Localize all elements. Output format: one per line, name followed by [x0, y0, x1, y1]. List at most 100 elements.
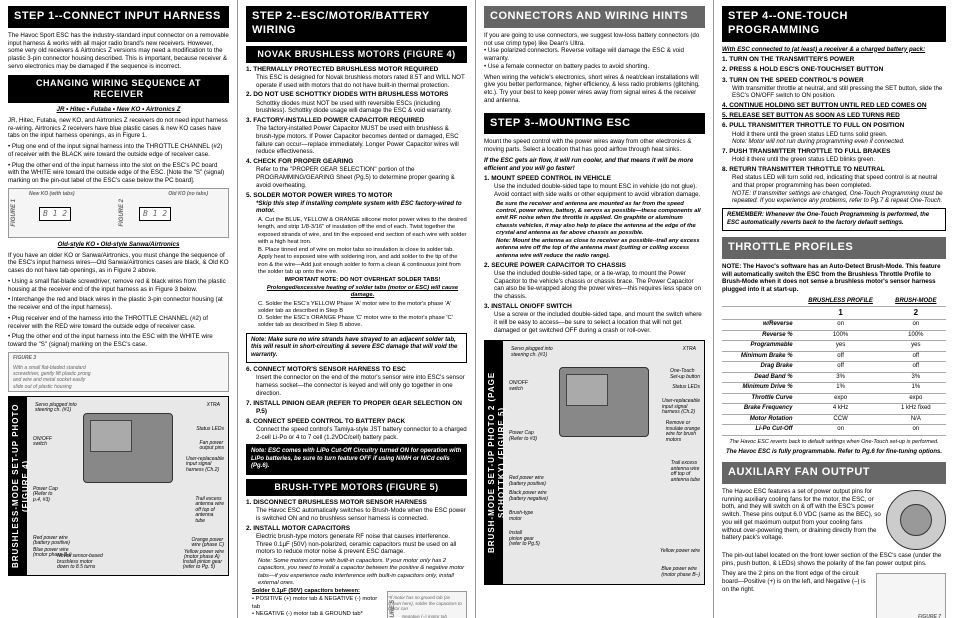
wire-stray-note: Note: Make sure no wire strands have str… — [246, 333, 467, 364]
brands-line: JR • Hitec • Futaba • New KO • Airtronic… — [8, 106, 229, 114]
callout2-cap: Power Cap(Refer to #3) — [509, 431, 537, 442]
changing-wiring-header: CHANGING WIRING SEQUENCE AT RECEIVER — [8, 75, 229, 104]
esc-illustration — [83, 413, 173, 483]
s31-title: 1. MOUNT SPEED CONTROL IN VEHICLE — [484, 175, 611, 182]
old-style-header: Old-style KO • Old-style Sanwa/Airtronic… — [8, 241, 229, 249]
profile-row-v1: 100% — [796, 330, 886, 341]
column-2: STEP 2--ESC/MOTOR/BATTERY WIRING NOVAK B… — [238, 0, 476, 618]
profile-row-label: Reverse % — [722, 330, 796, 341]
profile-row-label: Motor Rotation — [722, 414, 796, 425]
n2-title: 2. DO NOT USE SCHOTTKY DIODES WITH BRUSH… — [246, 91, 448, 98]
callout2-motor: Brush-typemotor — [509, 511, 533, 522]
profile-row: Throttle Curveexpoexpo — [722, 393, 946, 404]
profile-row-v1: on — [796, 320, 886, 331]
n2-text: Schottky diodes must NOT be used with re… — [256, 100, 452, 115]
profile-row-v2: on — [886, 425, 946, 436]
n3-text: The factory-installed Power Capacitor MU… — [256, 125, 459, 155]
p6note: Note: Motor will not run during programm… — [732, 138, 905, 145]
profile-row: Minimum Drive %1%1% — [722, 383, 946, 394]
profile-row-v1: 3% — [796, 372, 886, 383]
figure-5-cap-diagram: FIGURE 5 *If motor has no ground tab (as… — [387, 591, 467, 618]
p2: 2. PRESS & HOLD ESC'S ONE-TOUCH/SET BUTT… — [722, 66, 883, 73]
profile-row-v2: 100% — [886, 330, 946, 341]
step4-header: STEP 4--ONE-TOUCH PROGRAMMING — [722, 6, 946, 42]
step1-header: STEP 1--CONNECT INPUT HARNESS — [8, 6, 229, 28]
fig3-text: With a small flat-bladed standard screwd… — [13, 365, 93, 390]
p6t: Hold it there until the green status LED… — [732, 131, 887, 138]
p7: 7. PUSH TRANSMITTER THROTTLE TO FULL BRA… — [722, 148, 890, 155]
prof-foot: The Havoc ESC reverts back to default se… — [722, 439, 946, 446]
cap-d1: Negative (−) motor tab — [402, 614, 447, 618]
old-ko-label: Old KO (no tabs) — [168, 191, 208, 197]
b1-text: The Havoc ESC automatically switches to … — [256, 507, 466, 522]
p3: 3. TURN ON THE SPEED CONTROL'S POWER — [722, 77, 864, 84]
profiles-header: THROTTLE PROFILES — [722, 237, 946, 259]
brands-note: JR, Hitec, Futaba, new KO, and Airtronic… — [8, 117, 229, 140]
old-step-2: • Interchange the red and black wires in… — [8, 296, 229, 312]
profile-row-v1: off — [796, 362, 886, 373]
p8t: Red status LED will turn solid red, indi… — [732, 174, 937, 189]
callout2-pinion: Installpinion gear(refer to Pg.5) — [509, 531, 540, 548]
plug-note-2: • Plug the other end of the input harnes… — [8, 162, 229, 185]
profile-row-v2: 1% — [886, 383, 946, 394]
step3-intro: Mount the speed control with the power w… — [484, 138, 705, 154]
brushless-photo-section: BRUSHLESS-MODE SET-UP PHOTO (FIGURE 4) S… — [8, 396, 229, 576]
connectors-intro: If you are going to use connectors, we s… — [484, 32, 705, 71]
cap-hdr: Solder 0.1μF (50V) capacitors between: — [252, 588, 383, 595]
callout2-xtra: XTRA — [683, 347, 696, 353]
brush-photo-section: BRUSH-MODE SET-UP PHOTO 2 (page schottky… — [484, 340, 705, 585]
s31-text: Use the included double-sided tape to mo… — [494, 183, 700, 198]
new-ko-label: New KO (with tabs) — [29, 191, 75, 197]
profile-row-v2: off — [886, 362, 946, 373]
aux-header: AUXILIARY FAN OUTPUT — [722, 462, 946, 484]
callout2-fan: User-replaceableinput signalharness (Ch.… — [662, 399, 700, 416]
profile-row-label: Li-Po Cut-Off — [722, 425, 796, 436]
profile-row: 12 — [722, 307, 946, 320]
callout2-onoff: ON/OFFswitch — [509, 381, 528, 392]
profile-row-label: Throttle Curve — [722, 393, 796, 404]
callout-red: Red power wire(battery positive) — [33, 536, 70, 547]
connector-b12-2: B 1 2 — [139, 207, 171, 221]
brush-header: BRUSH-TYPE MOTORS (Figure 5) — [246, 479, 467, 496]
callout-fan: Fan poweroutput pins — [200, 441, 224, 452]
s33-text: Use a screw or the included double-sided… — [494, 311, 702, 334]
fig1-label: FIGURE 1 — [11, 199, 19, 227]
profile-row-label: w/Reverse — [722, 320, 796, 331]
profile-row-label: Programmable — [722, 341, 796, 352]
remember-box: REMEMBER: Whenever the One-Touch Program… — [722, 208, 946, 231]
connector-b12-1: B 1 2 — [39, 207, 71, 221]
fig2-label: FIGURE 2 — [119, 199, 127, 227]
callout-cap: Power Cap(Refer top.4, #3) — [33, 487, 58, 504]
step1-intro: The Havoc Sport ESC has the industry-sta… — [8, 32, 229, 71]
profile-row-v1: on — [796, 425, 886, 436]
connectors-para: When wiring the vehicle's electronics, s… — [484, 74, 705, 105]
b2-note: Note: Some motors come with built-in cap… — [258, 558, 467, 587]
profile-row: Programmableyesyes — [722, 341, 946, 352]
profiles-note: NOTE: The Havoc's software has an Auto-D… — [722, 263, 946, 294]
callout2-remove: Remove orinsulate orangewire for brushmo… — [666, 421, 700, 443]
fig7-label: FIGURE 7 — [918, 614, 941, 618]
fig3-label: FIGURE 3 — [13, 355, 36, 361]
profile-row-v2: on — [886, 320, 946, 331]
brush-photo-body: Servo plugged intosteering ch. (#1) XTRA… — [503, 341, 704, 584]
profile-row-v2: 1 kHz fixed — [886, 404, 946, 415]
profile-row-v2: 2 — [886, 307, 946, 320]
novak-header: NOVAK BRUSHLESS MOTORS (Figure 4) — [246, 46, 467, 63]
callout2-led: Status LEDs — [672, 385, 700, 391]
callout-led: Status LEDs — [196, 427, 224, 433]
profile-row-v1: yes — [796, 341, 886, 352]
prof-col2: BRUSH-MODE — [886, 297, 946, 307]
figure-7-diagram: FIGURE 7 — [876, 573, 946, 618]
p8: 8. RETURN TRANSMITTER THROTTLE TO NEUTRA… — [722, 166, 885, 173]
profile-row-v1: off — [796, 351, 886, 362]
n3-title: 3. FACTORY-INSTALLED POWER CAPACITOR REQ… — [246, 117, 424, 124]
old-step-4: • Plug the other end of the input harnes… — [8, 333, 229, 349]
connectors-header: CONNECTORS AND WIRING HINTS — [484, 6, 705, 28]
profile-row: w/Reverseonon — [722, 320, 946, 331]
profile-row: Dead Band %3%3% — [722, 372, 946, 383]
profile-row-label: Minimum Drive % — [722, 383, 796, 394]
aux-t2: The pin-out label located on the front l… — [722, 552, 946, 568]
b2-title: 2. INSTALL MOTOR CAPACITORS — [246, 525, 350, 532]
p4: 4. CONTINUE HOLDING SET BUTTON UNTIL RED… — [722, 102, 927, 109]
lipo-note: Note: ESC comes with LiPo Cut-Off Circui… — [246, 444, 467, 475]
